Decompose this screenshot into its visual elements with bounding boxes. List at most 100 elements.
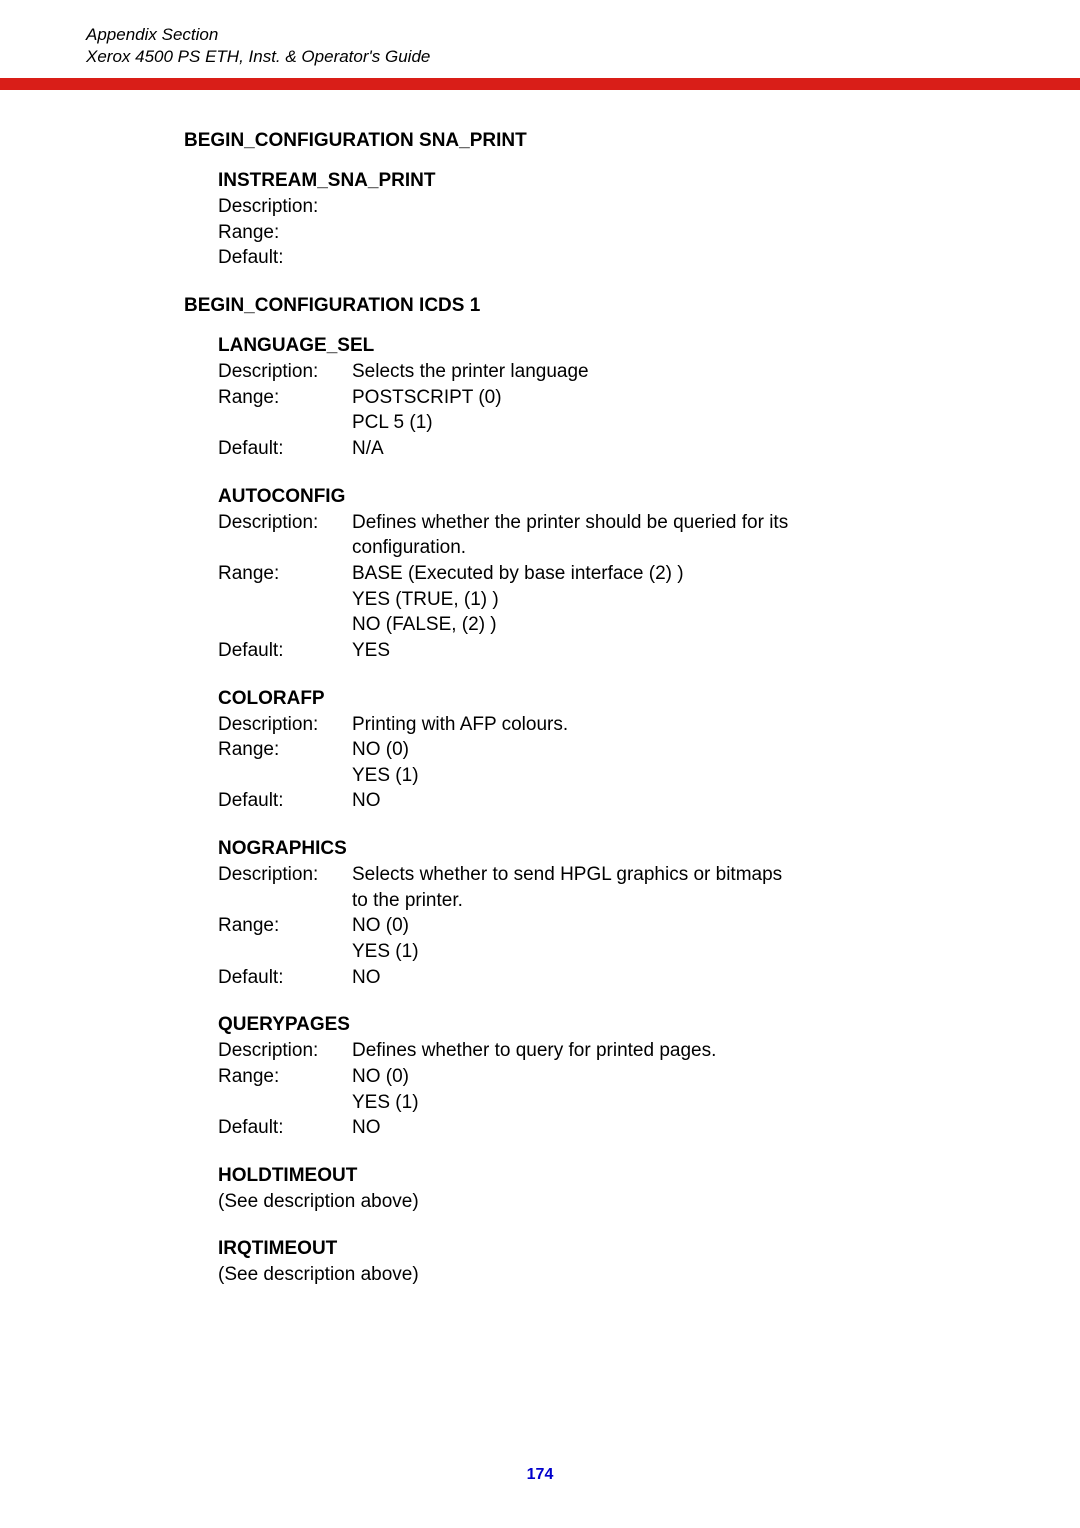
param-title: LANGUAGE_SEL xyxy=(218,335,994,357)
param-row: YES (1) xyxy=(218,763,994,789)
param-value: Printing with AFP colours. xyxy=(352,712,994,738)
param-label: Description: xyxy=(218,359,352,385)
param-block: IRQTIMEOUT (See description above) xyxy=(218,1238,994,1288)
param-title: AUTOCONFIG xyxy=(218,486,994,508)
param-block: COLORAFP Description: Printing with AFP … xyxy=(218,688,994,815)
param-row: Default: NO xyxy=(218,788,994,814)
param-value: NO xyxy=(352,788,994,814)
section-title: BEGIN_CONFIGURATION ICDS 1 xyxy=(184,295,994,317)
param-row: YES (1) xyxy=(218,1090,994,1116)
param-title: INSTREAM_SNA_PRINT xyxy=(218,170,994,192)
param-title: QUERYPAGES xyxy=(218,1014,994,1036)
param-note: (See description above) xyxy=(218,1262,994,1288)
header-line-1: Appendix Section xyxy=(86,24,1080,46)
param-label: Default: xyxy=(218,245,352,271)
param-label xyxy=(218,939,352,965)
param-row: Default: xyxy=(218,245,994,271)
param-value: YES (1) xyxy=(352,1090,994,1116)
param-value: BASE (Executed by base interface (2) ) xyxy=(352,561,994,587)
param-value: YES xyxy=(352,638,994,664)
param-label xyxy=(218,535,352,561)
param-value: YES (1) xyxy=(352,763,994,789)
param-row: Description: Defines whether to query fo… xyxy=(218,1038,994,1064)
param-row: Description: xyxy=(218,194,994,220)
param-label: Default: xyxy=(218,1115,352,1141)
main-content: BEGIN_CONFIGURATION SNA_PRINT INSTREAM_S… xyxy=(0,90,1080,1288)
param-value: NO (0) xyxy=(352,737,994,763)
param-row: Range: POSTSCRIPT (0) xyxy=(218,385,994,411)
param-block: AUTOCONFIG Description: Defines whether … xyxy=(218,486,994,664)
param-value: NO (0) xyxy=(352,913,994,939)
param-value: PCL 5 (1) xyxy=(352,410,994,436)
param-label: Range: xyxy=(218,220,352,246)
param-row: Default: NO xyxy=(218,965,994,991)
param-label: Description: xyxy=(218,712,352,738)
param-label xyxy=(218,763,352,789)
param-note: (See description above) xyxy=(218,1189,994,1215)
param-block: INSTREAM_SNA_PRINT Description: Range: D… xyxy=(218,170,994,271)
param-row: Default: NO xyxy=(218,1115,994,1141)
param-value: to the printer. xyxy=(352,888,994,914)
param-value: N/A xyxy=(352,436,994,462)
param-label xyxy=(218,1090,352,1116)
param-row: configuration. xyxy=(218,535,994,561)
param-value: POSTSCRIPT (0) xyxy=(352,385,994,411)
header-line-2: Xerox 4500 PS ETH, Inst. & Operator's Gu… xyxy=(86,46,1080,68)
param-block: NOGRAPHICS Description: Selects whether … xyxy=(218,838,994,990)
param-row: Range: NO (0) xyxy=(218,913,994,939)
param-value: NO (0) xyxy=(352,1064,994,1090)
param-title: COLORAFP xyxy=(218,688,994,710)
param-row: NO (FALSE, (2) ) xyxy=(218,612,994,638)
param-row: Range: NO (0) xyxy=(218,737,994,763)
param-value: YES (1) xyxy=(352,939,994,965)
param-value: NO (FALSE, (2) ) xyxy=(352,612,994,638)
param-label: Description: xyxy=(218,194,352,220)
param-row: Description: Defines whether the printer… xyxy=(218,510,994,536)
param-value: NO xyxy=(352,1115,994,1141)
param-label: Range: xyxy=(218,913,352,939)
param-row: PCL 5 (1) xyxy=(218,410,994,436)
param-label xyxy=(218,888,352,914)
param-value xyxy=(352,194,994,220)
param-row: Range: NO (0) xyxy=(218,1064,994,1090)
param-label: Default: xyxy=(218,638,352,664)
param-value: NO xyxy=(352,965,994,991)
param-label: Description: xyxy=(218,1038,352,1064)
section-title: BEGIN_CONFIGURATION SNA_PRINT xyxy=(184,130,994,152)
param-label: Range: xyxy=(218,737,352,763)
param-row: Default: YES xyxy=(218,638,994,664)
param-block: LANGUAGE_SEL Description: Selects the pr… xyxy=(218,335,994,462)
param-label xyxy=(218,587,352,613)
param-row: YES (1) xyxy=(218,939,994,965)
param-label: Range: xyxy=(218,385,352,411)
page-number: 174 xyxy=(0,1466,1080,1484)
param-row: to the printer. xyxy=(218,888,994,914)
param-label: Default: xyxy=(218,965,352,991)
param-row: YES (TRUE, (1) ) xyxy=(218,587,994,613)
page-header: Appendix Section Xerox 4500 PS ETH, Inst… xyxy=(0,0,1080,68)
param-block: HOLDTIMEOUT (See description above) xyxy=(218,1165,994,1215)
param-label xyxy=(218,410,352,436)
param-value: Defines whether the printer should be qu… xyxy=(352,510,994,536)
param-label: Range: xyxy=(218,561,352,587)
param-row: Description: Printing with AFP colours. xyxy=(218,712,994,738)
param-row: Range: BASE (Executed by base interface … xyxy=(218,561,994,587)
param-row: Range: xyxy=(218,220,994,246)
param-value xyxy=(352,245,994,271)
param-value: Selects whether to send HPGL graphics or… xyxy=(352,862,994,888)
param-title: IRQTIMEOUT xyxy=(218,1238,994,1260)
param-value: configuration. xyxy=(352,535,994,561)
param-title: HOLDTIMEOUT xyxy=(218,1165,994,1187)
param-row: Description: Selects whether to send HPG… xyxy=(218,862,994,888)
param-label: Description: xyxy=(218,510,352,536)
param-block: QUERYPAGES Description: Defines whether … xyxy=(218,1014,994,1141)
param-value: YES (TRUE, (1) ) xyxy=(352,587,994,613)
param-row: Description: Selects the printer languag… xyxy=(218,359,994,385)
param-label: Description: xyxy=(218,862,352,888)
param-value: Defines whether to query for printed pag… xyxy=(352,1038,994,1064)
param-label xyxy=(218,612,352,638)
param-label: Range: xyxy=(218,1064,352,1090)
param-label: Default: xyxy=(218,788,352,814)
param-value xyxy=(352,220,994,246)
separator-bar xyxy=(0,78,1080,90)
